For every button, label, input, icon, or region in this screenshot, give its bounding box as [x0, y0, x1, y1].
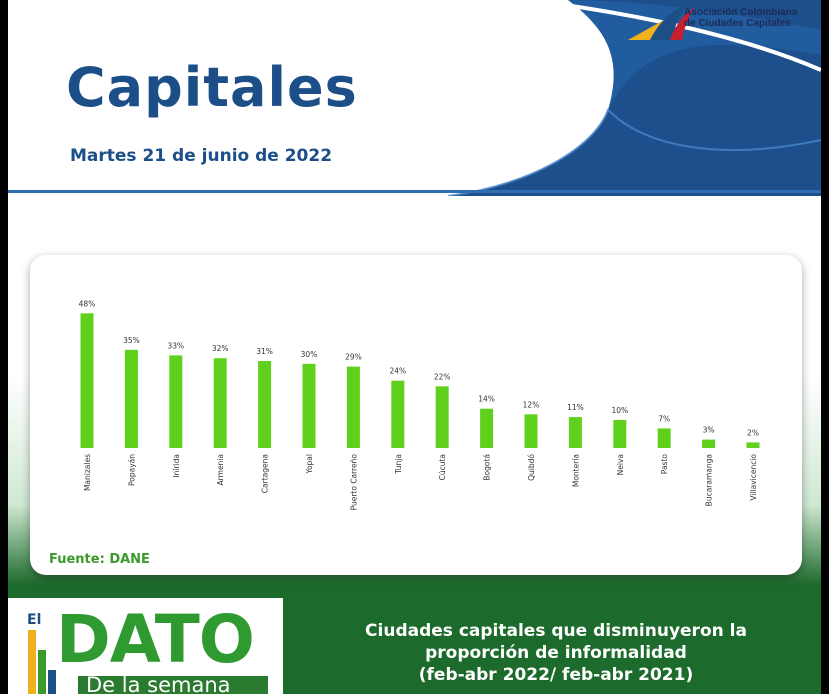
semana-ribbon — [78, 676, 268, 694]
data-label-7: 24% — [389, 367, 406, 376]
data-label-2: 33% — [167, 341, 184, 350]
bar-chart: 48% Manizales 35% Popayán 33% Inírida 32% Armen… — [79, 299, 760, 511]
x-tick-label-6: Puerto Carreño — [349, 454, 358, 511]
x-tick-label-4: Cartagena — [261, 454, 270, 493]
bar-4 — [258, 361, 272, 448]
caption-line3: (feb-abr 2022/ feb-abr 2021) — [418, 665, 694, 685]
x-tick-label-3: Armenia — [216, 454, 225, 485]
dato-subtitle: De la semana — [86, 673, 231, 694]
publication-date: Martes 21 de junio de 2022 — [70, 146, 333, 166]
x-tick-label-15: Villavicencio — [749, 454, 758, 501]
bar-13 — [657, 428, 671, 448]
data-label-0: 48% — [79, 299, 96, 308]
bar-5 — [302, 363, 316, 448]
x-tick-label-12: Neiva — [616, 454, 625, 475]
chart-source: Fuente: DANE — [49, 552, 150, 567]
data-label-13: 7% — [658, 414, 670, 423]
data-label-11: 11% — [567, 403, 584, 412]
data-label-4: 31% — [256, 347, 273, 356]
x-tick-label-0: Manizales — [83, 454, 92, 491]
x-tick-label-1: Popayán — [127, 454, 136, 486]
org-name: Asociación Colombiana de Ciudades Capita… — [684, 7, 820, 29]
data-label-12: 10% — [611, 406, 628, 415]
bar-0 — [80, 313, 94, 448]
header-background — [8, 0, 821, 196]
org-name-line2: de Ciudades Capitales — [684, 18, 791, 29]
bar-8 — [435, 386, 449, 448]
page-title-part1: Capitales — [66, 56, 358, 119]
bar-14 — [702, 439, 716, 448]
x-tick-label-5: Yopal — [305, 454, 314, 475]
data-label-6: 29% — [345, 353, 362, 362]
data-label-15: 2% — [747, 428, 759, 437]
caption-line1: Ciudades capitales que disminuyeron la — [365, 621, 747, 641]
dato-title: DATO — [56, 601, 255, 678]
logo-bar-green — [38, 650, 46, 694]
x-tick-label-10: Quibdó — [527, 454, 536, 481]
data-label-10: 12% — [523, 400, 540, 409]
data-label-1: 35% — [123, 336, 140, 345]
org-logo-icon — [628, 4, 694, 40]
bar-6 — [346, 366, 360, 448]
x-tick-label-11: Montería — [571, 454, 580, 487]
x-tick-label-7: Tunja — [394, 454, 403, 475]
x-tick-label-9: Bogotá — [483, 454, 492, 481]
x-tick-label-8: Cúcuta — [438, 454, 447, 480]
bar-1 — [124, 349, 138, 448]
infographic-card: Asociación Colombiana de Ciudades Capita… — [8, 0, 821, 694]
data-label-3: 32% — [212, 344, 229, 353]
x-tick-label-2: Inírida — [172, 454, 181, 478]
dato-el-label: El — [27, 612, 42, 628]
bar-7 — [391, 380, 405, 448]
chart-panel — [30, 255, 802, 575]
data-label-9: 14% — [478, 395, 495, 404]
bar-2 — [169, 355, 183, 448]
bar-11 — [568, 417, 582, 448]
caption-line2: proporción de informalidad — [425, 643, 687, 663]
x-tick-label-13: Pasto — [660, 454, 669, 475]
x-tick-label-14: Bucaramanga — [705, 454, 714, 506]
org-name-line1: Asociación Colombiana — [684, 7, 798, 18]
chart-caption: Ciudades capitales que disminuyeron la p… — [304, 620, 808, 686]
bar-15 — [746, 442, 760, 448]
page-title-part2: al Día — [405, 56, 585, 119]
logo-bar-yellow — [28, 630, 36, 694]
bar-12 — [613, 419, 627, 448]
bar-9 — [480, 408, 494, 448]
data-label-5: 30% — [301, 350, 318, 359]
bar-10 — [524, 414, 538, 448]
data-label-8: 22% — [434, 372, 451, 381]
bar-3 — [213, 358, 227, 448]
data-label-14: 3% — [703, 426, 715, 435]
logo-bar-blue — [48, 670, 56, 694]
header-divider — [8, 190, 821, 193]
